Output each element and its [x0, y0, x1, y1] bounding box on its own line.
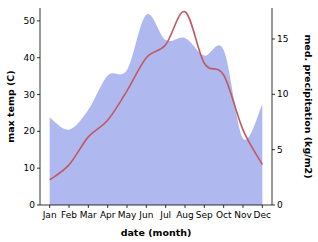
x-tick	[107, 205, 108, 208]
y-tick	[37, 168, 40, 169]
x-tick-label: Apr	[100, 210, 116, 220]
x-axis-label: date (month)	[121, 227, 192, 238]
y2-axis-label: med. precipitation (kg/m2)	[303, 34, 314, 178]
x-tick-label: Aug	[176, 210, 194, 220]
x-axis	[40, 205, 272, 206]
y2-tick	[272, 94, 275, 95]
x-tick-label: Nov	[234, 210, 252, 220]
y-tick	[37, 20, 40, 21]
y2-tick	[272, 205, 275, 206]
x-tick	[146, 205, 147, 208]
y2-axis	[272, 8, 273, 205]
x-tick	[69, 205, 70, 208]
axes: 0 10 20 30 40 50 0 5 10 15 Jan FebMarAprMayJun Jul Au…	[24, 8, 289, 220]
y-axis-label: max temp (C)	[5, 70, 16, 142]
x-tick-label: Dec	[254, 210, 271, 220]
y2-tick	[272, 149, 275, 150]
plot-area	[50, 11, 263, 205]
y-tick	[37, 57, 40, 58]
y2-tick-label: 10	[277, 89, 289, 99]
x-tick	[185, 205, 186, 208]
chart: 0 10 20 30 40 50 0 5 10 15 Jan FebMarAprMayJun Jul Au…	[0, 0, 318, 242]
y-tick	[37, 131, 40, 132]
y-tick	[37, 94, 40, 95]
x-tick-label: May	[118, 210, 137, 220]
y-tick-label: 50	[24, 16, 36, 26]
y2-tick	[272, 38, 275, 39]
x-tick-label: Oct	[216, 210, 232, 220]
x-tick-label: Feb	[61, 210, 77, 220]
x-tick-label: Jun	[138, 210, 153, 220]
x-tick	[262, 205, 263, 208]
x-tick-label: Mar	[80, 210, 97, 220]
y-tick-label: 40	[24, 53, 36, 63]
temperature-line	[50, 11, 263, 180]
y-tick-label: 10	[24, 163, 36, 173]
y2-tick-label: 0	[277, 200, 283, 210]
x-tick	[165, 205, 166, 208]
y-axis	[40, 8, 41, 205]
y-tick-label: 30	[24, 90, 36, 100]
x-tick	[223, 205, 224, 208]
y2-tick-label: 15	[277, 34, 288, 44]
x-tick	[127, 205, 128, 208]
y-tick-label: 20	[24, 126, 36, 136]
x-tick	[204, 205, 205, 208]
precipitation-area	[50, 14, 263, 205]
y-tick	[37, 205, 40, 206]
x-tick	[243, 205, 244, 208]
x-tick-label: Jan	[42, 210, 57, 220]
x-tick	[88, 205, 89, 208]
x-tick	[49, 205, 50, 208]
x-tick-label: Jul	[159, 210, 171, 220]
y-tick-label: 0	[29, 200, 35, 210]
y2-tick-label: 5	[277, 145, 283, 155]
x-tick-label: Sep	[196, 210, 213, 220]
